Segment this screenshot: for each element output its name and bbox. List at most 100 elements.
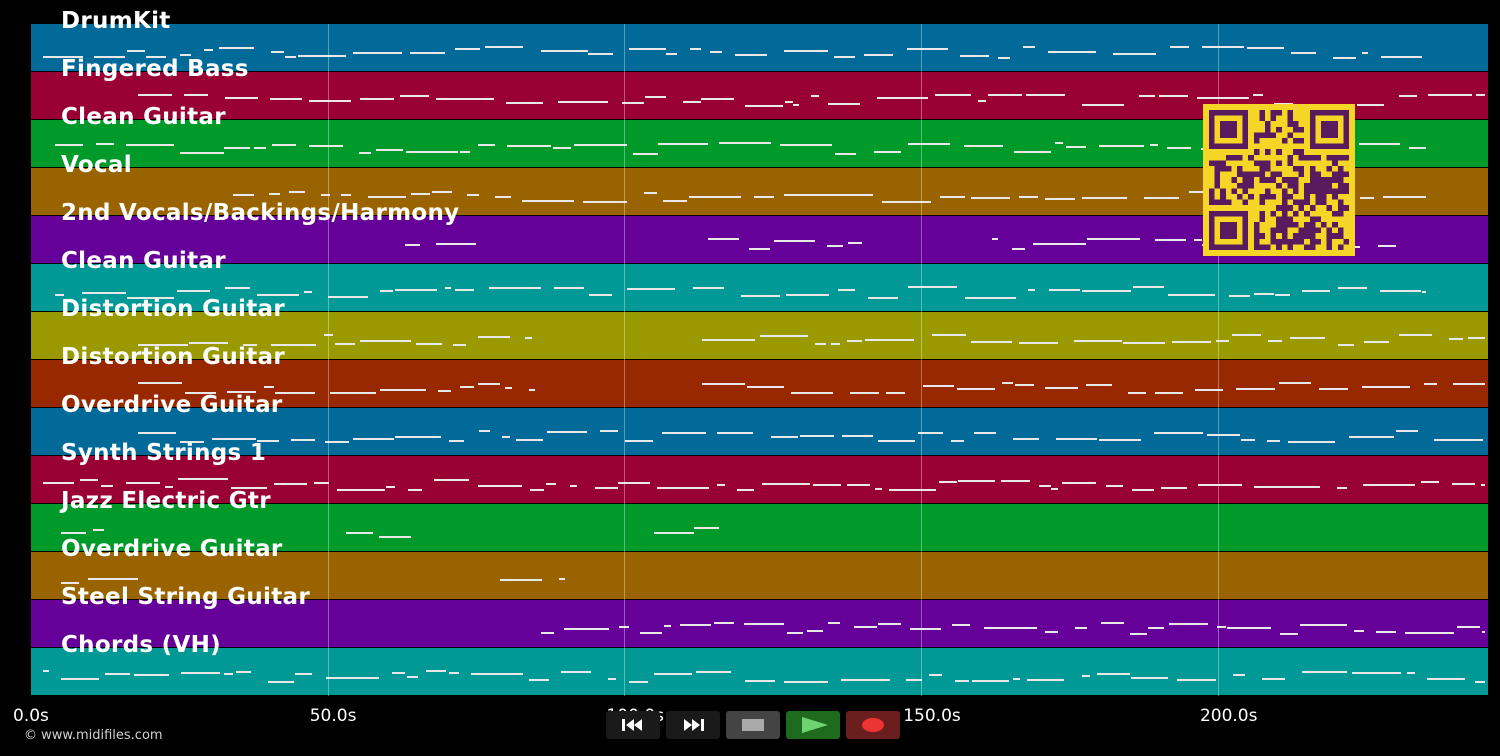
record-button[interactable] — [846, 711, 900, 739]
note-mark — [1144, 197, 1180, 199]
note-mark — [547, 431, 587, 433]
note-mark — [792, 104, 800, 106]
note-mark — [1427, 678, 1465, 680]
note-mark — [1013, 678, 1020, 680]
note-mark — [881, 201, 932, 203]
note-mark — [1451, 483, 1476, 485]
track-label: Fingered Bass — [61, 56, 249, 82]
note-mark — [1073, 340, 1122, 342]
note-mark — [1363, 484, 1415, 486]
note-mark — [1302, 290, 1331, 292]
note-mark — [1055, 438, 1098, 440]
note-mark — [718, 142, 772, 144]
note-mark — [324, 334, 334, 336]
note-mark — [608, 678, 616, 680]
note-mark — [529, 389, 536, 391]
note-mark — [127, 50, 146, 52]
note-mark — [1112, 53, 1156, 55]
rewind-button[interactable] — [606, 711, 660, 739]
note-mark — [780, 144, 833, 146]
note-mark — [478, 336, 511, 338]
note-mark — [1456, 626, 1481, 628]
note-mark — [60, 582, 80, 584]
note-mark — [409, 52, 446, 54]
note-mark — [242, 344, 257, 346]
note-mark — [806, 630, 823, 632]
note-mark — [828, 622, 841, 624]
note-mark — [1236, 388, 1276, 390]
note-mark — [663, 625, 672, 627]
note-mark — [42, 56, 84, 58]
note-mark — [1013, 151, 1051, 153]
note-mark — [784, 681, 829, 683]
grid-line — [921, 24, 923, 696]
transport-controls — [598, 709, 902, 741]
note-mark — [600, 430, 618, 432]
note-mark — [1025, 94, 1065, 96]
note-mark — [269, 193, 281, 195]
note-mark — [701, 383, 746, 385]
track-lane — [31, 408, 1488, 456]
note-mark — [701, 339, 755, 341]
note-mark — [101, 485, 114, 487]
note-mark — [1361, 386, 1410, 388]
track-label: Overdrive Guitar — [61, 392, 283, 418]
note-mark — [748, 248, 770, 250]
note-mark — [1149, 144, 1159, 146]
note-mark — [1019, 342, 1058, 344]
note-mark — [415, 343, 442, 345]
note-mark — [1131, 677, 1169, 679]
note-mark — [988, 94, 1023, 96]
copyright-text: © www.midifiles.com — [24, 728, 163, 743]
note-mark — [877, 97, 928, 99]
note-mark — [522, 200, 575, 202]
note-mark — [253, 147, 267, 149]
note-mark — [701, 98, 734, 100]
note-mark — [744, 105, 784, 107]
note-mark — [271, 344, 317, 346]
note-mark — [935, 94, 972, 96]
stop-button[interactable] — [726, 711, 780, 739]
note-mark — [288, 191, 305, 193]
note-mark — [126, 482, 160, 484]
note-mark — [656, 487, 709, 489]
fast-forward-button[interactable] — [666, 711, 720, 739]
play-button[interactable] — [786, 711, 840, 739]
note-mark — [957, 480, 996, 482]
note-mark — [1086, 238, 1140, 240]
note-mark — [231, 487, 267, 489]
note-mark — [499, 579, 543, 581]
note-mark — [1196, 97, 1249, 99]
note-mark — [530, 489, 544, 491]
note-mark — [1302, 671, 1347, 673]
note-mark — [1359, 197, 1375, 199]
note-mark — [1475, 94, 1486, 96]
track-label: Chords (VH) — [61, 632, 221, 658]
note-mark — [984, 627, 1038, 629]
note-mark — [1033, 243, 1087, 245]
note-mark — [1279, 633, 1298, 635]
note-mark — [905, 679, 922, 681]
note-mark — [977, 100, 986, 102]
note-mark — [274, 483, 308, 485]
play-icon — [786, 717, 840, 743]
track-lane — [31, 456, 1488, 504]
note-mark — [225, 287, 251, 289]
track-label: Vocal — [61, 152, 132, 178]
note-mark — [95, 143, 114, 145]
note-mark — [847, 242, 862, 244]
note-mark — [232, 194, 255, 196]
note-mark — [786, 632, 803, 634]
note-mark — [482, 98, 494, 100]
note-mark — [236, 671, 251, 673]
note-mark — [303, 291, 313, 293]
note-mark — [1013, 438, 1039, 440]
note-mark — [380, 290, 394, 292]
note-mark — [1383, 196, 1426, 198]
grid-line — [1217, 24, 1219, 696]
note-mark — [359, 152, 371, 154]
note-mark — [452, 344, 467, 346]
note-mark — [42, 670, 50, 672]
note-mark — [1155, 392, 1183, 394]
note-mark — [505, 102, 544, 104]
